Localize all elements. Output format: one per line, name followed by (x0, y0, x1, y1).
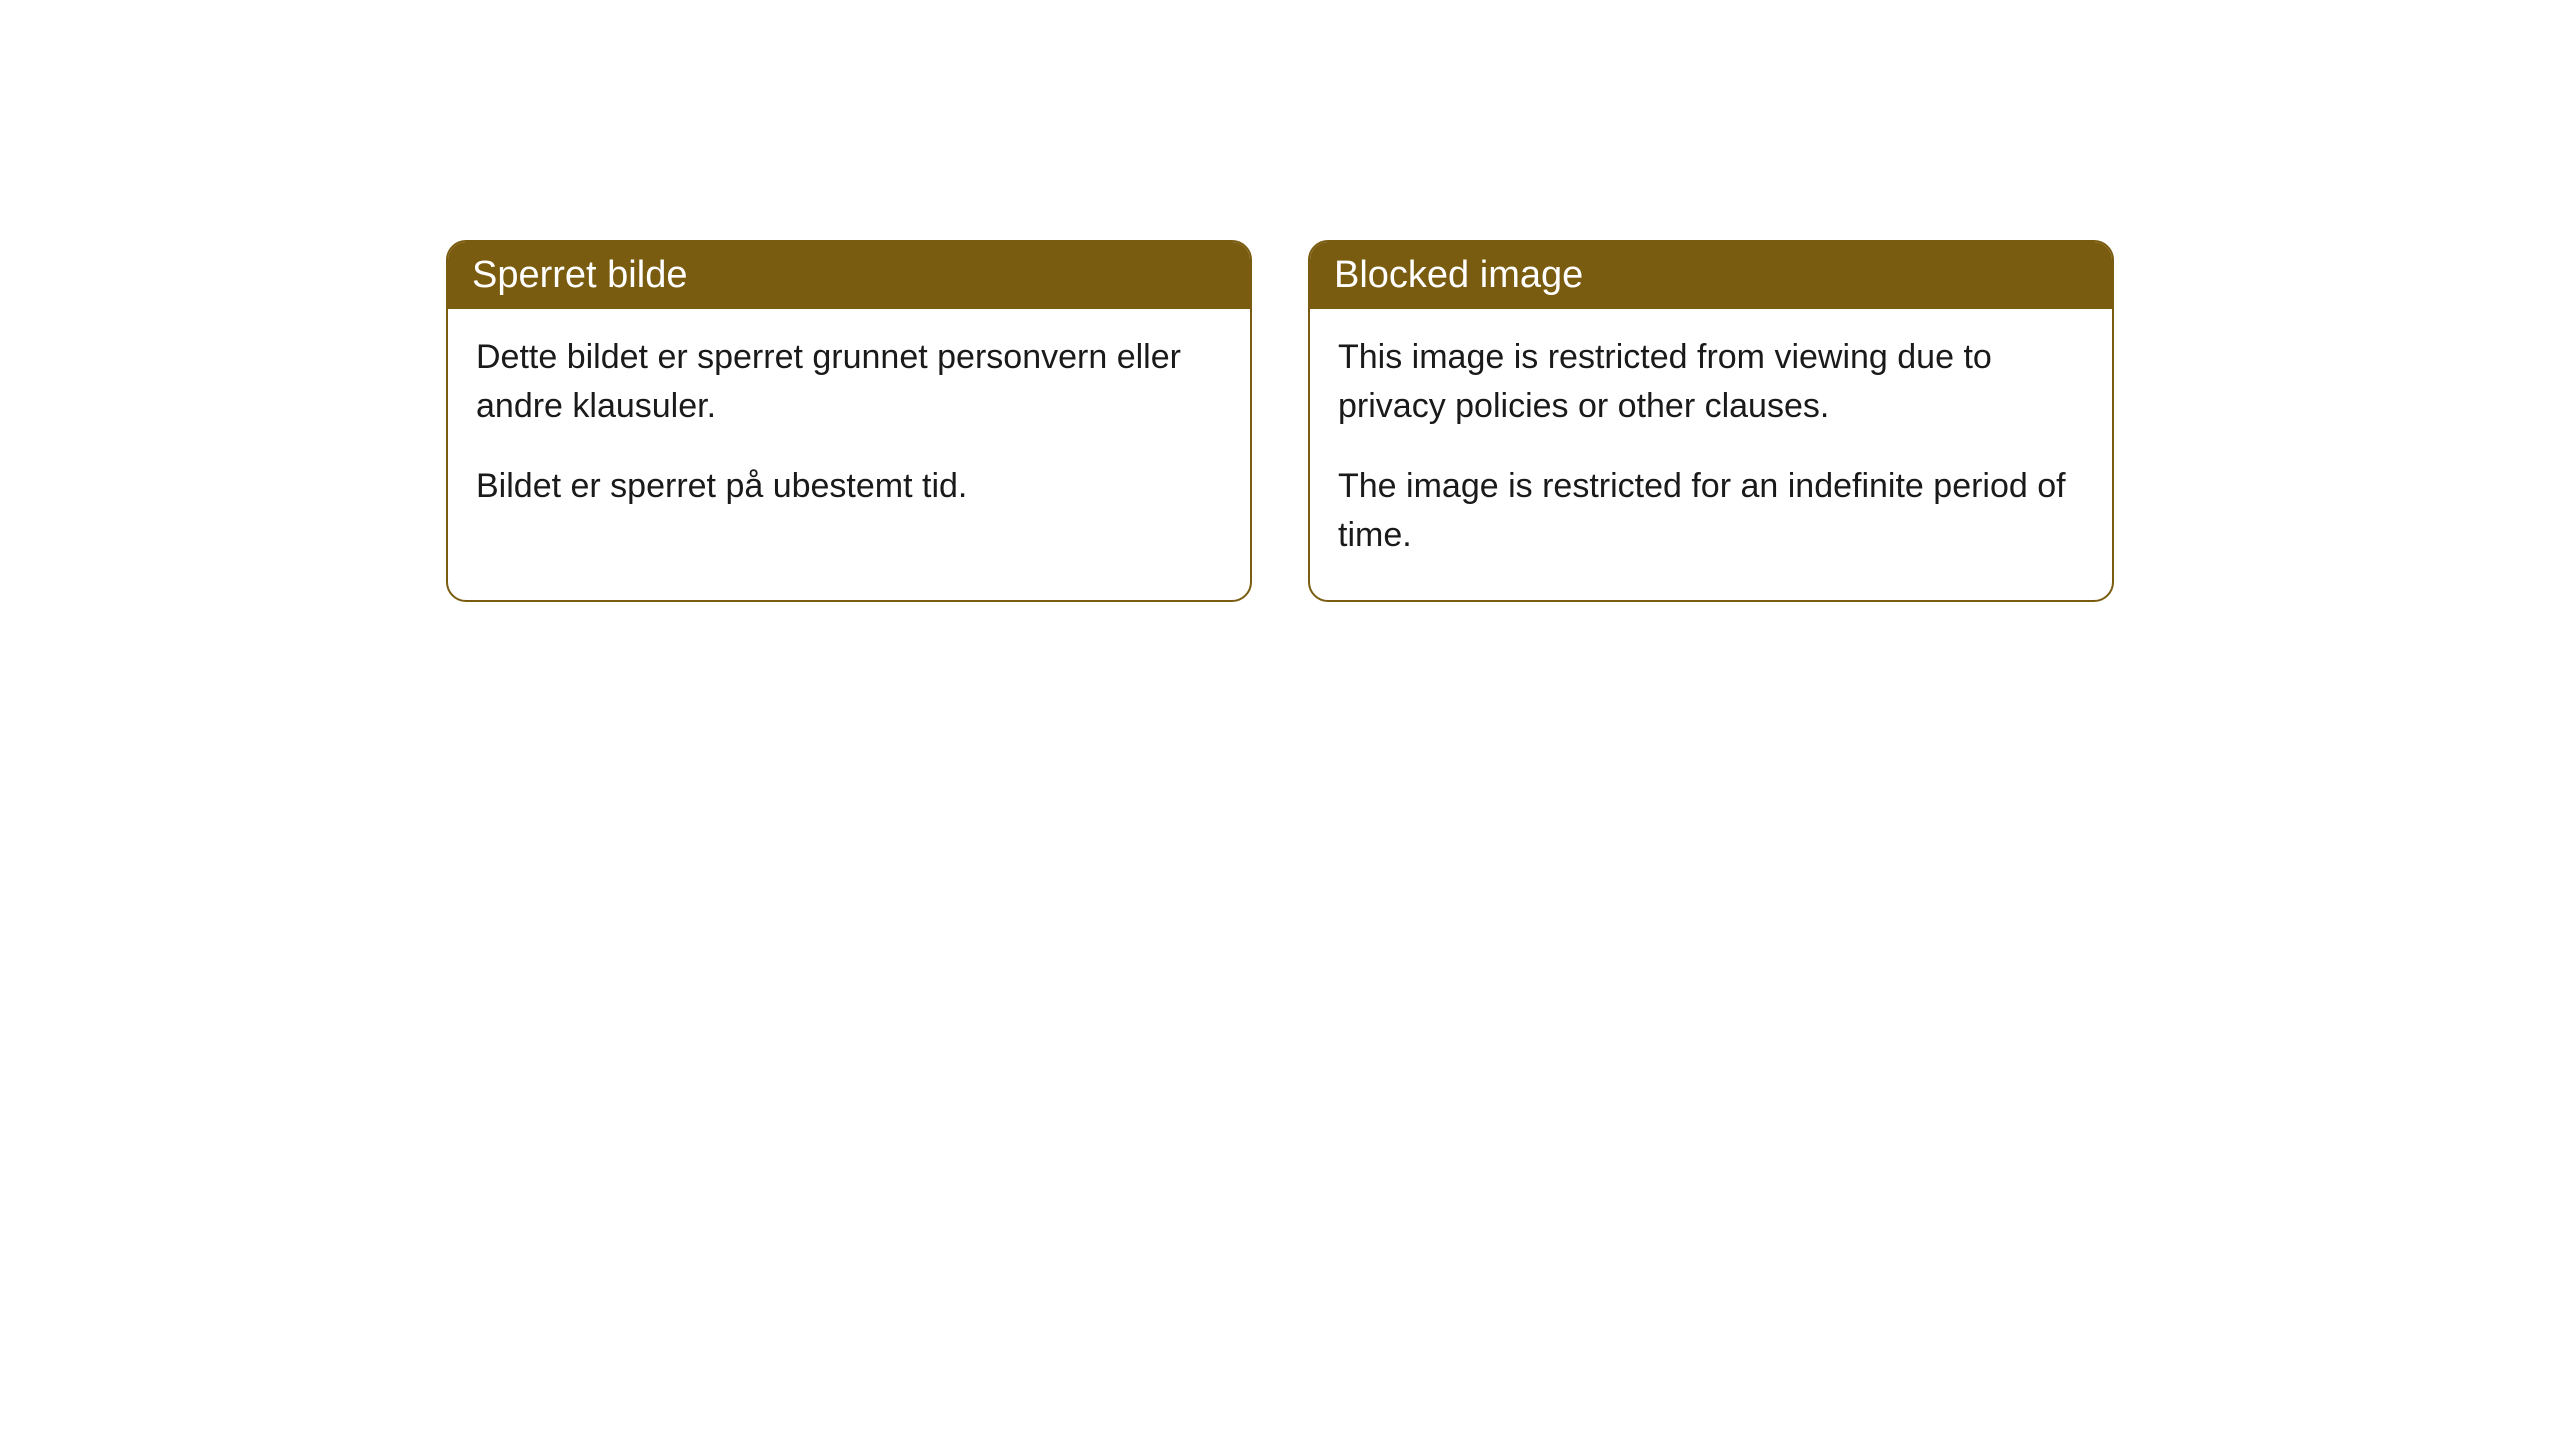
notice-container: Sperret bilde Dette bildet er sperret gr… (0, 0, 2560, 602)
notice-text: Dette bildet er sperret grunnet personve… (476, 333, 1222, 432)
notice-card-english: Blocked image This image is restricted f… (1308, 240, 2114, 602)
notice-header-norwegian: Sperret bilde (448, 242, 1250, 309)
notice-text: The image is restricted for an indefinit… (1338, 462, 2084, 561)
notice-body-english: This image is restricted from viewing du… (1310, 309, 2112, 600)
notice-card-norwegian: Sperret bilde Dette bildet er sperret gr… (446, 240, 1252, 602)
notice-body-norwegian: Dette bildet er sperret grunnet personve… (448, 309, 1250, 551)
notice-text: This image is restricted from viewing du… (1338, 333, 2084, 432)
notice-header-english: Blocked image (1310, 242, 2112, 309)
notice-text: Bildet er sperret på ubestemt tid. (476, 462, 1222, 511)
